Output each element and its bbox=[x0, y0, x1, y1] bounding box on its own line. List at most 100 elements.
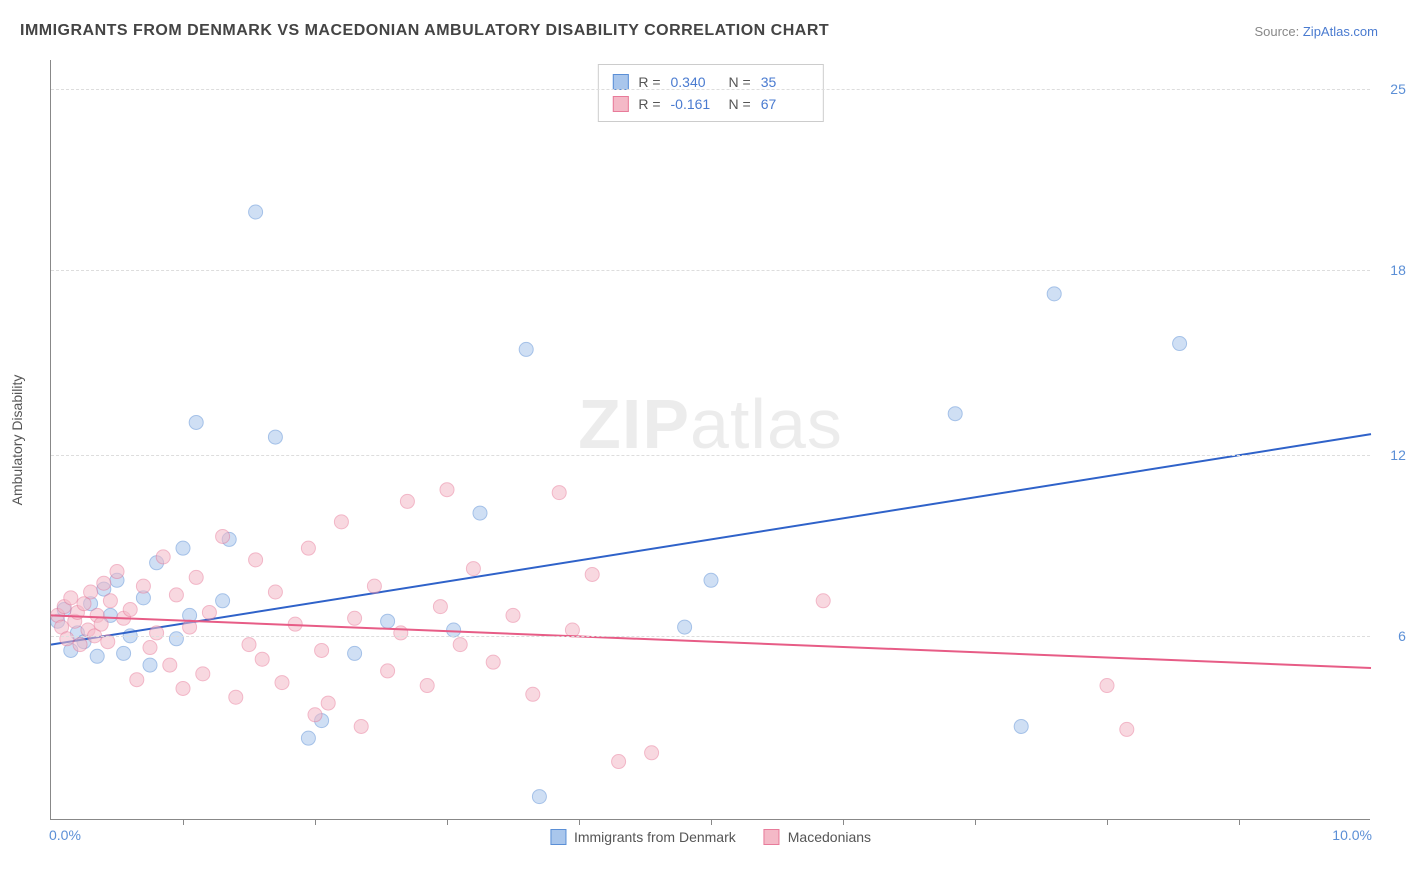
data-point-macedonians bbox=[156, 550, 170, 564]
data-point-macedonians bbox=[60, 632, 74, 646]
x-tick bbox=[447, 819, 448, 825]
chart-svg bbox=[51, 60, 1370, 819]
data-point-denmark bbox=[117, 646, 131, 660]
data-point-macedonians bbox=[103, 594, 117, 608]
data-point-denmark bbox=[948, 407, 962, 421]
data-point-macedonians bbox=[645, 746, 659, 760]
data-point-macedonians bbox=[183, 620, 197, 634]
data-point-macedonians bbox=[354, 719, 368, 733]
data-point-macedonians bbox=[110, 565, 124, 579]
data-point-macedonians bbox=[315, 643, 329, 657]
gridline bbox=[51, 89, 1370, 90]
data-point-macedonians bbox=[321, 696, 335, 710]
data-point-macedonians bbox=[73, 638, 87, 652]
data-point-macedonians bbox=[163, 658, 177, 672]
data-point-denmark bbox=[169, 632, 183, 646]
data-point-macedonians bbox=[420, 679, 434, 693]
data-point-macedonians bbox=[433, 600, 447, 614]
data-point-denmark bbox=[189, 415, 203, 429]
regression-line-denmark bbox=[51, 434, 1371, 644]
y-tick-label: 12.5% bbox=[1375, 447, 1406, 463]
x-tick bbox=[315, 819, 316, 825]
data-point-denmark bbox=[473, 506, 487, 520]
data-point-denmark bbox=[301, 731, 315, 745]
data-point-macedonians bbox=[585, 567, 599, 581]
data-point-macedonians bbox=[202, 605, 216, 619]
x-axis-min-label: 0.0% bbox=[49, 827, 81, 843]
y-tick-label: 25.0% bbox=[1375, 81, 1406, 97]
data-point-macedonians bbox=[249, 553, 263, 567]
data-point-macedonians bbox=[381, 664, 395, 678]
data-point-macedonians bbox=[301, 541, 315, 555]
data-point-macedonians bbox=[1100, 679, 1114, 693]
chart-title: IMMIGRANTS FROM DENMARK VS MACEDONIAN AM… bbox=[20, 22, 829, 40]
data-point-macedonians bbox=[268, 585, 282, 599]
gridline bbox=[51, 455, 1370, 456]
data-point-macedonians bbox=[136, 579, 150, 593]
data-point-macedonians bbox=[216, 529, 230, 543]
plot-area: Ambulatory Disability ZIPatlas R = 0.340… bbox=[50, 60, 1370, 820]
y-tick-label: 18.8% bbox=[1375, 262, 1406, 278]
legend-label: Macedonians bbox=[788, 829, 871, 845]
series-legend: Immigrants from Denmark Macedonians bbox=[550, 829, 871, 845]
x-tick bbox=[711, 819, 712, 825]
data-point-macedonians bbox=[189, 570, 203, 584]
data-point-denmark bbox=[532, 790, 546, 804]
data-point-macedonians bbox=[394, 626, 408, 640]
data-point-denmark bbox=[1173, 337, 1187, 351]
data-point-macedonians bbox=[196, 667, 210, 681]
data-point-denmark bbox=[704, 573, 718, 587]
data-point-denmark bbox=[143, 658, 157, 672]
data-point-macedonians bbox=[486, 655, 500, 669]
data-point-macedonians bbox=[612, 755, 626, 769]
data-point-denmark bbox=[90, 649, 104, 663]
legend-item-denmark: Immigrants from Denmark bbox=[550, 829, 736, 845]
data-point-denmark bbox=[1047, 287, 1061, 301]
data-point-macedonians bbox=[123, 603, 137, 617]
data-point-macedonians bbox=[143, 641, 157, 655]
data-point-denmark bbox=[1014, 719, 1028, 733]
data-point-macedonians bbox=[334, 515, 348, 529]
data-point-macedonians bbox=[453, 638, 467, 652]
data-point-denmark bbox=[678, 620, 692, 634]
data-point-denmark bbox=[249, 205, 263, 219]
data-point-macedonians bbox=[1120, 722, 1134, 736]
x-tick bbox=[843, 819, 844, 825]
y-tick-label: 6.3% bbox=[1375, 628, 1406, 644]
data-point-macedonians bbox=[64, 591, 78, 605]
data-point-denmark bbox=[519, 342, 533, 356]
data-point-denmark bbox=[268, 430, 282, 444]
data-point-denmark bbox=[216, 594, 230, 608]
gridline bbox=[51, 636, 1370, 637]
data-point-macedonians bbox=[229, 690, 243, 704]
legend-swatch-macedonians bbox=[764, 829, 780, 845]
data-point-macedonians bbox=[84, 585, 98, 599]
data-point-macedonians bbox=[816, 594, 830, 608]
data-point-denmark bbox=[381, 614, 395, 628]
x-tick bbox=[183, 819, 184, 825]
source-link[interactable]: ZipAtlas.com bbox=[1303, 24, 1378, 39]
x-axis-max-label: 10.0% bbox=[1332, 827, 1372, 843]
data-point-macedonians bbox=[348, 611, 362, 625]
source-prefix: Source: bbox=[1254, 24, 1302, 39]
legend-item-macedonians: Macedonians bbox=[764, 829, 871, 845]
data-point-macedonians bbox=[255, 652, 269, 666]
data-point-macedonians bbox=[466, 562, 480, 576]
data-point-macedonians bbox=[440, 483, 454, 497]
data-point-macedonians bbox=[552, 486, 566, 500]
data-point-macedonians bbox=[242, 638, 256, 652]
data-point-macedonians bbox=[367, 579, 381, 593]
legend-label: Immigrants from Denmark bbox=[574, 829, 736, 845]
data-point-macedonians bbox=[400, 494, 414, 508]
data-point-macedonians bbox=[130, 673, 144, 687]
data-point-macedonians bbox=[94, 617, 108, 631]
data-point-macedonians bbox=[97, 576, 111, 590]
x-tick bbox=[975, 819, 976, 825]
data-point-denmark bbox=[176, 541, 190, 555]
data-point-macedonians bbox=[526, 687, 540, 701]
source-attribution: Source: ZipAtlas.com bbox=[1254, 24, 1378, 39]
data-point-denmark bbox=[348, 646, 362, 660]
gridline bbox=[51, 270, 1370, 271]
data-point-macedonians bbox=[275, 676, 289, 690]
data-point-macedonians bbox=[176, 681, 190, 695]
